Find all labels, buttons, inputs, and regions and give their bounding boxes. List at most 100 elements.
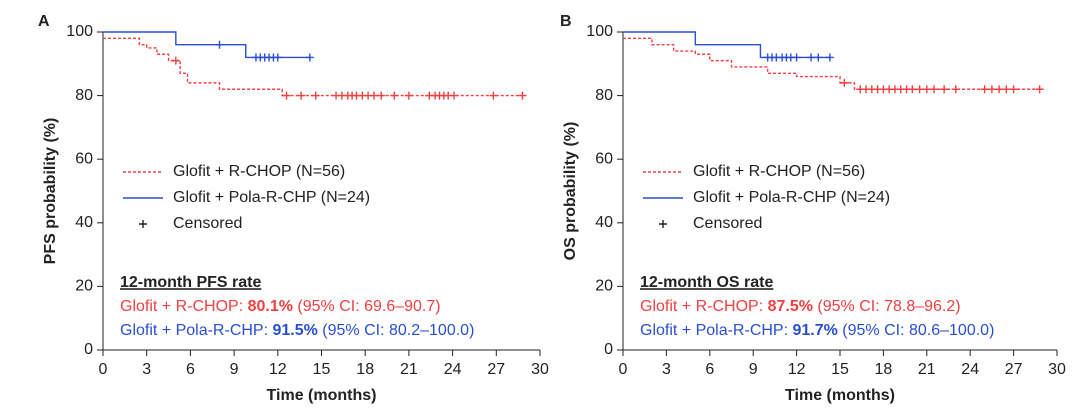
censor-mark	[1002, 85, 1011, 94]
y-tick-label: 0	[604, 341, 613, 358]
annotation-label: Glofit + R-CHOP:	[120, 298, 248, 315]
x-tick-label: 6	[705, 361, 714, 378]
panel-label: A	[38, 13, 50, 30]
y-tick-label: 100	[66, 23, 93, 40]
censor-mark	[282, 91, 291, 100]
annotation-rate: 91.7%	[792, 322, 837, 339]
censor-mark	[980, 85, 989, 94]
y-axis-label: OS probability (%)	[562, 122, 579, 261]
annotation-row: Glofit + R-CHOP: 80.1% (95% CI: 69.6–90.…	[120, 298, 441, 315]
legend-censor-symbol	[139, 220, 147, 228]
annotation-label: Glofit + Pola-R-CHP:	[640, 322, 792, 339]
y-tick-label: 40	[595, 214, 613, 231]
x-tick-label: 27	[1005, 361, 1023, 378]
censor-mark	[915, 85, 924, 94]
x-tick-label: 0	[619, 361, 628, 378]
x-tick-label: 21	[400, 361, 418, 378]
y-tick-label: 20	[595, 278, 613, 295]
censor-mark	[922, 85, 931, 94]
censor-mark	[1009, 85, 1018, 94]
censor-mark	[814, 53, 823, 62]
annotation-ci: (95% CI: 80.6–100.0)	[838, 322, 995, 339]
censor-mark	[995, 85, 1004, 94]
annotation-ci: (95% CI: 78.8–96.2)	[813, 298, 961, 315]
x-tick-label: 12	[788, 361, 806, 378]
censor-mark	[908, 85, 917, 94]
censor-mark	[1035, 85, 1044, 94]
censor-mark	[807, 53, 816, 62]
x-tick-label: 18	[875, 361, 893, 378]
censor-mark	[489, 91, 498, 100]
x-tick-label: 24	[961, 361, 979, 378]
annotation-label: Glofit + R-CHOP:	[640, 298, 768, 315]
x-tick-label: 3	[662, 361, 671, 378]
censor-mark	[404, 91, 413, 100]
annotation-row: Glofit + Pola-R-CHP: 91.7% (95% CI: 80.6…	[640, 322, 994, 339]
annotation-rate: 91.5%	[272, 322, 317, 339]
survival-curve	[103, 31, 310, 59]
censor-mark	[987, 85, 996, 94]
legend-label: Glofit + R-CHOP (N=56)	[693, 163, 865, 180]
censor-mark	[297, 91, 306, 100]
y-tick-label: 20	[75, 278, 93, 295]
y-tick-label: 0	[84, 341, 93, 358]
annotation-row: Glofit + Pola-R-CHP: 91.5% (95% CI: 80.2…	[120, 322, 474, 339]
x-axis-label: Time (months)	[267, 387, 377, 404]
censor-mark	[518, 91, 527, 100]
censor-mark	[840, 78, 849, 87]
legend-label: Glofit + R-CHOP (N=56)	[173, 163, 345, 180]
annotation-rate: 80.1%	[248, 298, 293, 315]
annotation-title: 12-month OS rate	[640, 274, 773, 291]
legend-censor-symbol	[659, 220, 667, 228]
annotation-row: Glofit + R-CHOP: 87.5% (95% CI: 78.8–96.…	[640, 298, 961, 315]
y-tick-label: 60	[595, 150, 613, 167]
x-tick-label: 18	[356, 361, 374, 378]
legend-label: Censored	[173, 215, 242, 232]
censor-mark	[311, 91, 320, 100]
x-tick-label: 12	[269, 361, 287, 378]
censor-mark	[273, 53, 282, 62]
y-tick-label: 60	[75, 150, 93, 167]
x-tick-label: 9	[749, 361, 758, 378]
censor-mark	[215, 40, 224, 49]
x-tick-label: 27	[487, 361, 505, 378]
survival-curve	[623, 37, 1043, 90]
y-tick-label: 80	[595, 87, 613, 104]
x-tick-label: 6	[186, 361, 195, 378]
censor-mark	[930, 85, 939, 94]
legend-label: Glofit + Pola-R-CHP (N=24)	[693, 189, 890, 206]
censor-mark	[450, 91, 459, 100]
y-axis-label: PFS probability (%)	[42, 118, 59, 265]
panel-label: B	[560, 13, 572, 30]
legend-label: Glofit + Pola-R-CHP (N=24)	[173, 189, 370, 206]
x-axis-label: Time (months)	[785, 387, 895, 404]
x-tick-label: 30	[1048, 361, 1066, 378]
survival-curve	[103, 37, 523, 97]
censor-mark	[171, 56, 180, 65]
legend-label: Censored	[693, 215, 762, 232]
censor-mark	[377, 91, 386, 100]
x-tick-label: 0	[99, 361, 108, 378]
censor-mark	[940, 85, 949, 94]
censor-mark	[390, 91, 399, 100]
annotation-rate: 87.5%	[768, 298, 813, 315]
y-tick-label: 100	[586, 23, 613, 40]
x-tick-label: 15	[831, 361, 849, 378]
annotation-ci: (95% CI: 69.6–90.7)	[293, 298, 441, 315]
y-tick-label: 40	[75, 214, 93, 231]
x-tick-label: 24	[444, 361, 462, 378]
censor-mark	[825, 53, 834, 62]
x-tick-label: 3	[142, 361, 151, 378]
y-tick-label: 80	[75, 87, 93, 104]
x-tick-label: 30	[531, 361, 549, 378]
x-tick-label: 9	[230, 361, 239, 378]
annotation-label: Glofit + Pola-R-CHP:	[120, 322, 272, 339]
x-tick-label: 21	[918, 361, 936, 378]
annotation-title: 12-month PFS rate	[120, 274, 261, 291]
censor-mark	[792, 53, 801, 62]
censor-mark	[305, 53, 314, 62]
censor-mark	[951, 85, 960, 94]
x-tick-label: 15	[313, 361, 331, 378]
annotation-ci: (95% CI: 80.2–100.0)	[318, 322, 475, 339]
